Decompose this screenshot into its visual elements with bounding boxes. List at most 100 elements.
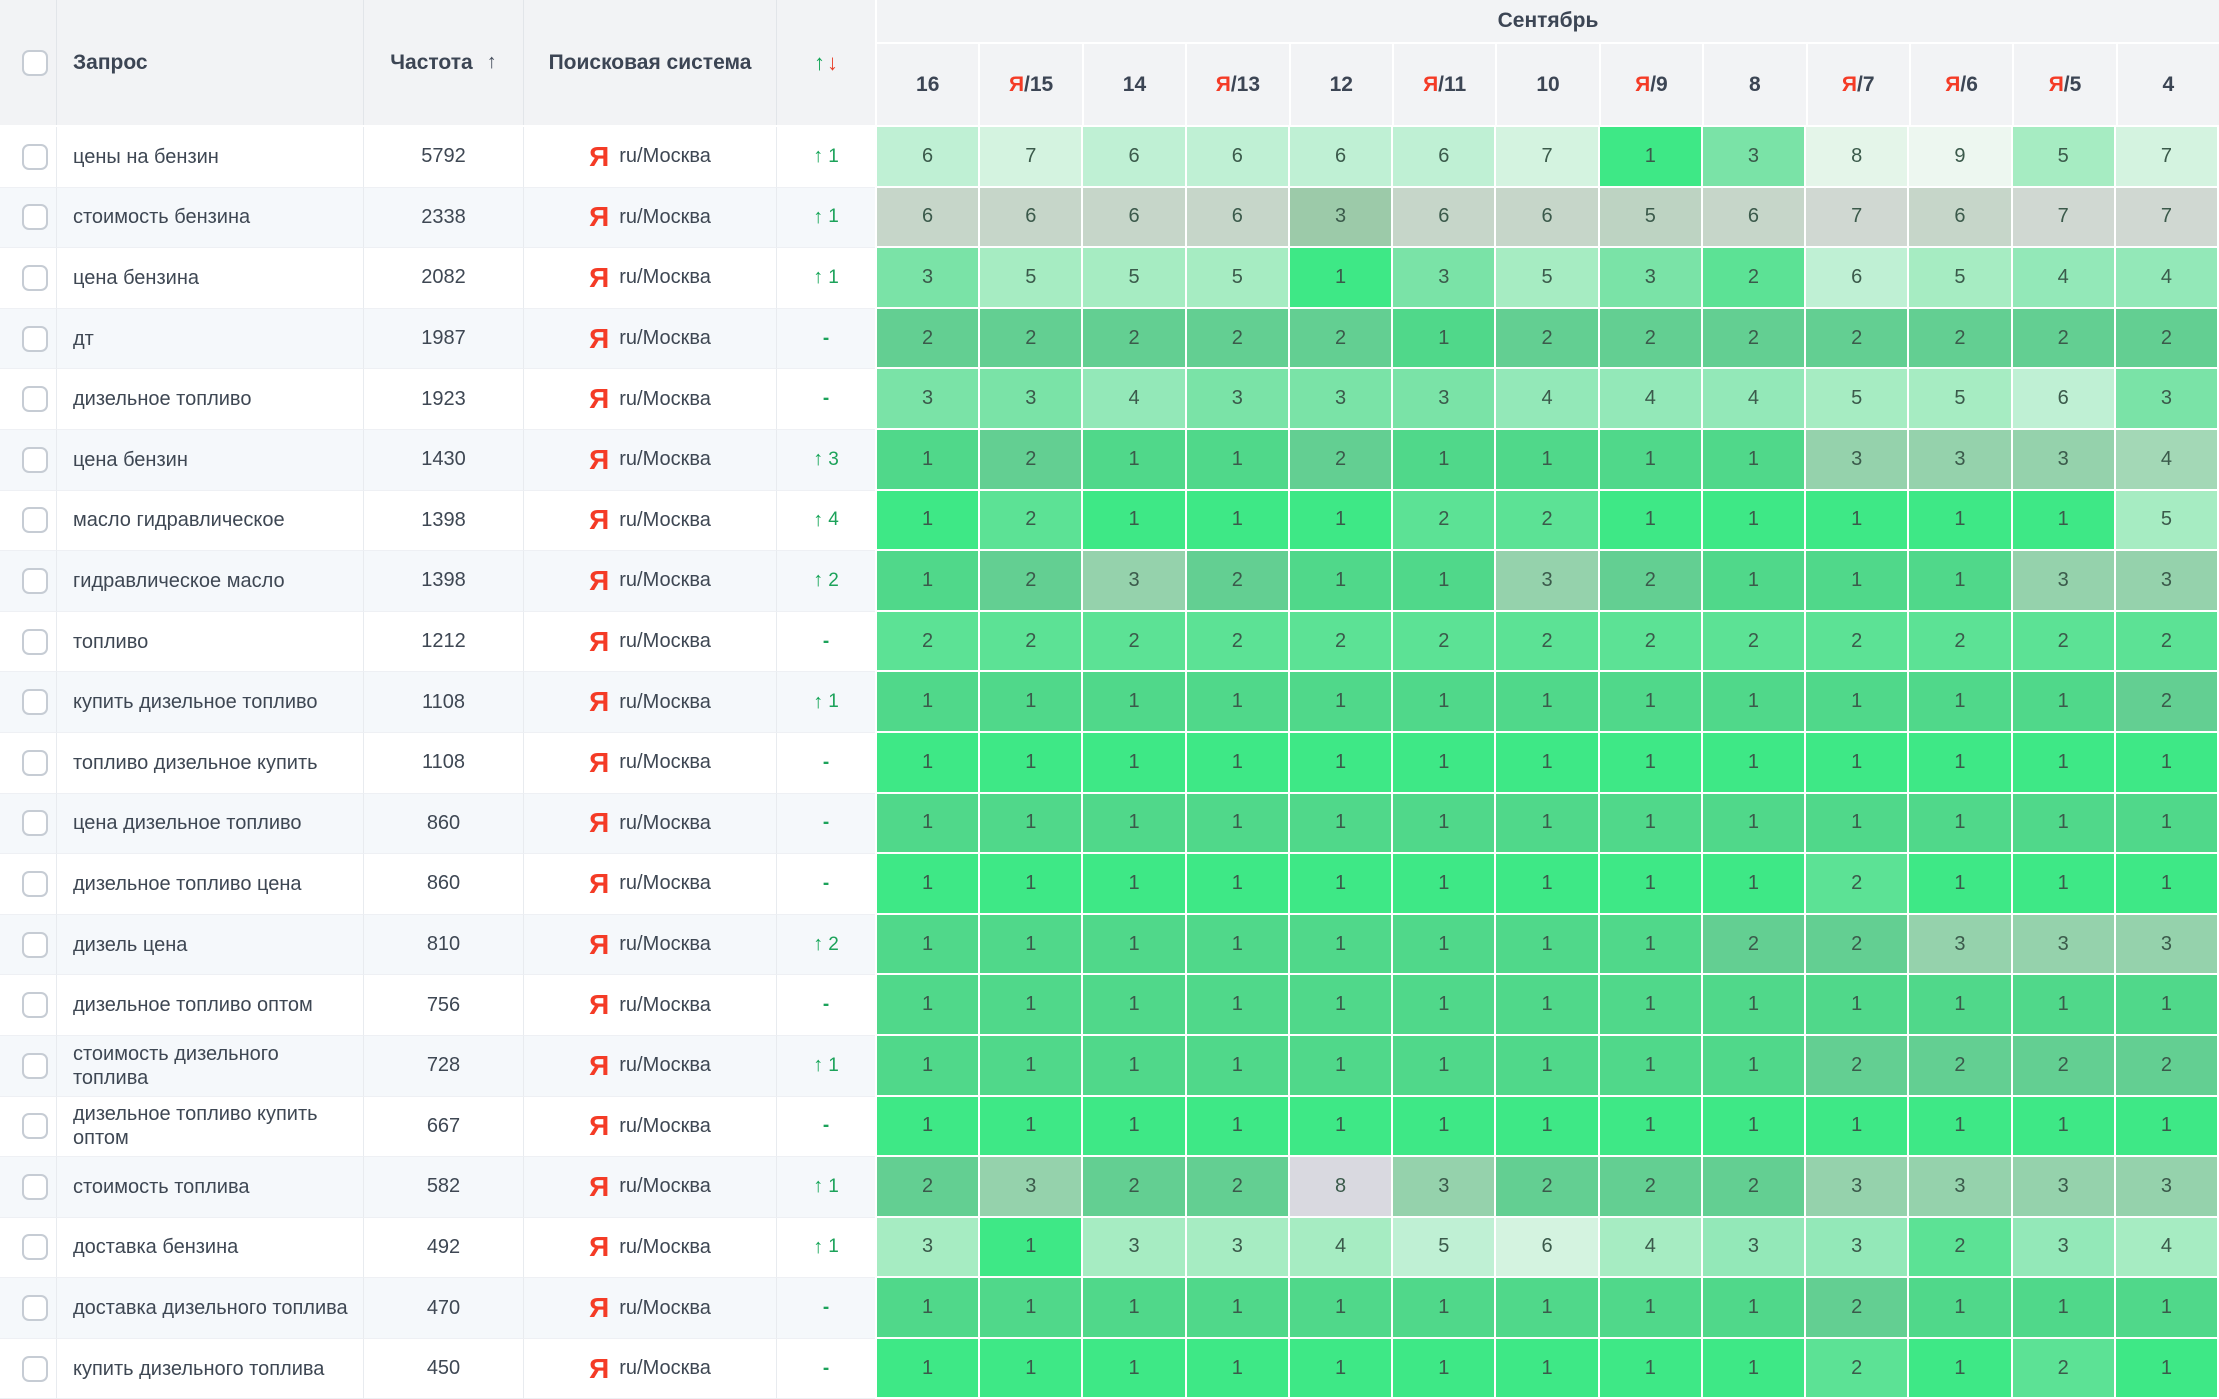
- frequency-cell: 1923: [364, 369, 524, 430]
- row-checkbox[interactable]: [22, 1295, 48, 1322]
- table-row: дизельное топливо купить оптом 667 Я ru/…: [0, 1096, 2219, 1158]
- date-column-header[interactable]: 12: [1288, 44, 1392, 125]
- row-checkbox[interactable]: [22, 810, 48, 837]
- query-cell: дизель цена: [57, 914, 364, 976]
- position-cell: 2: [980, 490, 1084, 552]
- sort-ascending-icon[interactable]: ↑: [486, 51, 497, 73]
- date-column-header[interactable]: Я/15: [978, 44, 1081, 125]
- position-cell: 1: [2115, 732, 2219, 794]
- position-cell: 1: [1702, 1278, 1807, 1339]
- row-checkbox[interactable]: [22, 992, 48, 1019]
- row-checkbox[interactable]: [22, 386, 48, 413]
- position-cell: 1: [1806, 793, 1910, 855]
- date-column-header[interactable]: Я/5: [2012, 44, 2115, 125]
- row-checkbox[interactable]: [22, 264, 48, 291]
- table-row: дизельное топливо цена 860 Я ru/Москва ↑…: [0, 854, 2219, 915]
- date-column-header[interactable]: Я/7: [1805, 44, 1909, 125]
- change-cell: ↑ -: [777, 1278, 875, 1339]
- date-column-header[interactable]: Я/6: [1908, 44, 2012, 125]
- position-cell: 1: [1186, 1278, 1290, 1339]
- change-up-icon: ↑: [813, 448, 824, 471]
- position-cell: 1: [1599, 854, 1703, 915]
- position-cell: 1: [1599, 429, 1703, 491]
- row-checkbox[interactable]: [22, 931, 48, 958]
- row-checkbox[interactable]: [22, 507, 48, 534]
- frequency-cell: 1398: [364, 551, 524, 612]
- row-checkbox[interactable]: [22, 1173, 48, 1200]
- position-cell: 1: [1289, 793, 1394, 855]
- change-cell: ↑ 2: [777, 914, 875, 976]
- date-column-header[interactable]: Я/9: [1598, 44, 1702, 125]
- query-cell: топливо: [57, 611, 364, 673]
- column-header-change[interactable]: ↑ ↓: [777, 0, 875, 125]
- position-cell: 3: [1806, 429, 1910, 491]
- date-column-header[interactable]: Я/11: [1391, 44, 1495, 125]
- date-column-header[interactable]: 16: [875, 44, 978, 125]
- row-checkbox[interactable]: [22, 749, 48, 776]
- position-cell: 1: [980, 672, 1084, 733]
- row-checkbox[interactable]: [22, 628, 48, 655]
- engine-region-label: ru/Москва: [619, 933, 711, 956]
- column-header-query[interactable]: Запрос: [57, 0, 364, 125]
- row-checkbox[interactable]: [22, 1234, 48, 1261]
- position-cell: 6: [1083, 127, 1187, 188]
- date-column-header[interactable]: 10: [1495, 44, 1598, 125]
- date-column-header[interactable]: Я/13: [1185, 44, 1288, 125]
- row-checkbox[interactable]: [22, 567, 48, 594]
- frequency-value: 1398: [421, 508, 466, 531]
- yandex-icon: Я: [589, 807, 610, 839]
- row-checkbox[interactable]: [22, 870, 48, 897]
- change-up-icon: ↑: [813, 933, 824, 956]
- select-all-checkbox[interactable]: [22, 49, 48, 76]
- row-checkbox[interactable]: [22, 689, 48, 716]
- position-cell: 1: [1702, 1338, 1807, 1399]
- row-checkbox-cell: [0, 793, 57, 855]
- engine-cell: Я ru/Москва: [524, 732, 777, 794]
- row-checkbox[interactable]: [22, 446, 48, 473]
- position-cell: 1: [1186, 672, 1290, 733]
- row-checkbox[interactable]: [22, 204, 48, 231]
- date-column-header[interactable]: 8: [1702, 44, 1805, 125]
- query-cell: дизельное топливо купить оптом: [57, 1096, 364, 1158]
- query-cell: топливо дизельное купить: [57, 732, 364, 794]
- position-cell: 1: [1806, 975, 1910, 1036]
- table-row: гидравлическое масло 1398 Я ru/Москва ↑ …: [0, 551, 2219, 612]
- position-cell: 1: [1186, 1096, 1290, 1158]
- frequency-value: 860: [426, 811, 461, 834]
- position-cell: 4: [1702, 369, 1807, 430]
- frequency-value: 810: [426, 933, 461, 956]
- position-cell: 1: [1393, 551, 1497, 612]
- date-column-header[interactable]: 14: [1081, 44, 1185, 125]
- row-checkbox[interactable]: [22, 325, 48, 352]
- frequency-cell: 728: [364, 1035, 524, 1097]
- row-checkbox[interactable]: [22, 143, 48, 170]
- row-checkbox-cell: [0, 187, 57, 249]
- row-checkbox[interactable]: [22, 1113, 48, 1140]
- position-cell: 3: [980, 1157, 1084, 1218]
- column-header-frequency[interactable]: Частота ↑: [364, 0, 524, 125]
- change-value: 1: [828, 691, 839, 713]
- position-cell: 3: [1909, 429, 2013, 491]
- position-cell: 3: [1393, 248, 1497, 309]
- yandex-icon: Я: [589, 1292, 610, 1324]
- row-checkbox[interactable]: [22, 1052, 48, 1079]
- query-text: дизель цена: [73, 933, 188, 956]
- position-cell: 1: [1393, 1338, 1497, 1399]
- position-cell: 1: [1289, 1096, 1394, 1158]
- engine-cell: Я ru/Москва: [524, 1278, 777, 1339]
- position-cell: 1: [2115, 1278, 2219, 1339]
- position-cell: 1: [1186, 854, 1290, 915]
- position-cell: 2: [1186, 308, 1290, 370]
- position-cell: 1: [1702, 732, 1807, 794]
- date-column-header[interactable]: 4: [2115, 44, 2219, 125]
- query-cell: гидравлическое масло: [57, 551, 364, 612]
- yandex-icon: Я: [2048, 72, 2064, 96]
- position-cell: 1: [1289, 1035, 1394, 1097]
- change-value: -: [822, 1357, 830, 1379]
- row-checkbox[interactable]: [22, 1355, 48, 1382]
- position-cell: 1: [877, 551, 981, 612]
- position-cell: 1: [1393, 854, 1497, 915]
- change-up-icon: ↑: [813, 205, 824, 228]
- yandex-icon: Я: [589, 383, 610, 415]
